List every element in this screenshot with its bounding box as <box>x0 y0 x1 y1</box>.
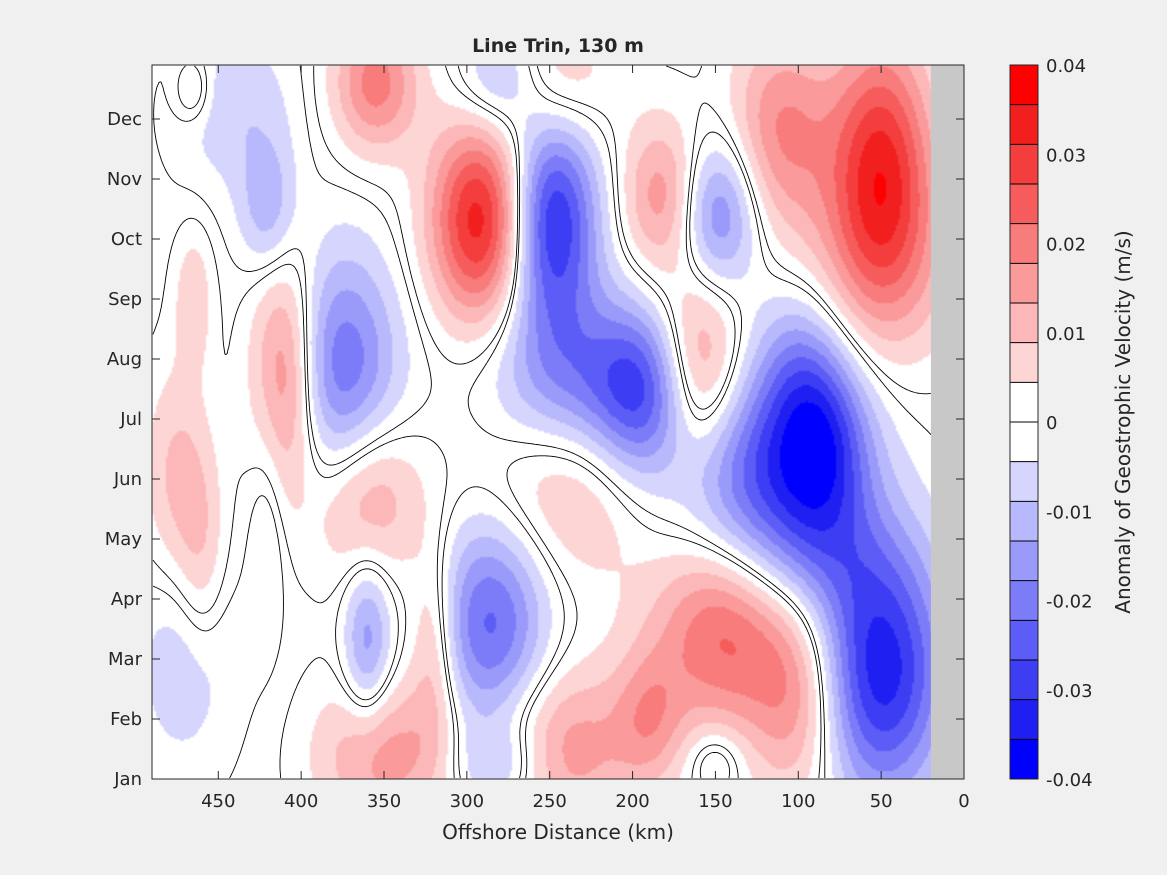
colorbar-swatch <box>1010 342 1038 383</box>
colorbar-tick-label: -0.01 <box>1046 502 1093 523</box>
colorbar-tick-label: 0.02 <box>1046 235 1086 256</box>
colorbar-swatch <box>1010 699 1038 740</box>
x-tick-label: 350 <box>367 791 401 812</box>
colorbar-swatch <box>1010 223 1038 264</box>
colorbar-swatch <box>1010 541 1038 582</box>
colorbar-tick-label: 0.04 <box>1046 56 1086 77</box>
colorbar-tick-label: 0 <box>1046 413 1057 434</box>
x-tick-label: 200 <box>615 791 649 812</box>
x-tick-label: 0 <box>958 791 969 812</box>
y-tick-label: Jul <box>119 409 142 430</box>
colorbar-swatch <box>1010 580 1038 621</box>
colorbar-tick-label: 0.01 <box>1046 324 1086 345</box>
plot-area: 450 400 350 300 250 200 150 100 50 0 Jan Feb Mar Apr… <box>105 64 970 812</box>
y-tick-label: Aug <box>107 349 142 370</box>
land-mask <box>930 65 964 779</box>
x-tick-label: 50 <box>870 791 893 812</box>
y-tick-label: May <box>105 529 143 550</box>
x-tick-label: 100 <box>781 791 815 812</box>
colorbar-swatch <box>1010 104 1038 145</box>
colorbar-swatch <box>1010 144 1038 185</box>
x-tick-label: 250 <box>533 791 567 812</box>
y-tick-label: Feb <box>110 709 142 730</box>
colorbar-tick-label: -0.03 <box>1046 681 1093 702</box>
zero-contour-line <box>152 65 964 779</box>
colorbar: 0.04 0.03 0.02 0.01 0 -0.01 -0.02 -0.03 -0.04 <box>1009 56 1093 791</box>
x-tick-label: 400 <box>284 791 318 812</box>
colorbar-swatch <box>1010 382 1038 423</box>
y-tick-label: Sep <box>108 289 142 310</box>
colorbar-tick-label: 0.03 <box>1046 145 1086 166</box>
x-tick-label: 300 <box>450 791 484 812</box>
y-axis: Jan Feb Mar Apr May Jun Jul Aug Sep Oct Nov Dec <box>105 109 964 790</box>
x-tick-label: 450 <box>201 791 235 812</box>
colorbar-swatch <box>1010 620 1038 661</box>
y-tick-label: Oct <box>111 229 142 250</box>
colorbar-tick-label: -0.02 <box>1046 592 1093 613</box>
x-tick-label: 150 <box>698 791 732 812</box>
chart-title: Line Trin, 130 m <box>472 35 644 57</box>
zero-contour-line <box>152 65 964 779</box>
heatmap <box>152 65 964 779</box>
y-tick-label: Nov <box>107 169 142 190</box>
colorbar-swatch <box>1010 65 1038 106</box>
y-tick-label: Mar <box>108 649 143 670</box>
x-axis: 450 400 350 300 250 200 150 100 50 0 <box>201 65 970 812</box>
y-tick-label: Jun <box>113 469 142 490</box>
colorbar-swatch <box>1010 303 1038 344</box>
colorbar-label: Anomaly of Geostrophic Velocity (m/s) <box>1111 230 1135 613</box>
colorbar-swatch <box>1010 660 1038 701</box>
colorbar-swatch <box>1010 263 1038 304</box>
zero-contours <box>152 65 964 779</box>
plot-frame <box>151 64 965 780</box>
y-tick-label: Jan <box>113 769 142 790</box>
y-tick-label: Dec <box>107 109 142 130</box>
colorbar-swatch <box>1010 184 1038 225</box>
colorbar-frame <box>1009 64 1039 780</box>
colorbar-swatch <box>1010 461 1038 502</box>
colorbar-swatch <box>1010 501 1038 542</box>
y-tick-label: Apr <box>111 589 143 610</box>
colorbar-swatch <box>1010 422 1038 463</box>
x-axis-label: Offshore Distance (km) <box>442 820 674 844</box>
colorbar-swatch <box>1010 739 1038 780</box>
colorbar-tick-label: -0.04 <box>1046 770 1093 791</box>
